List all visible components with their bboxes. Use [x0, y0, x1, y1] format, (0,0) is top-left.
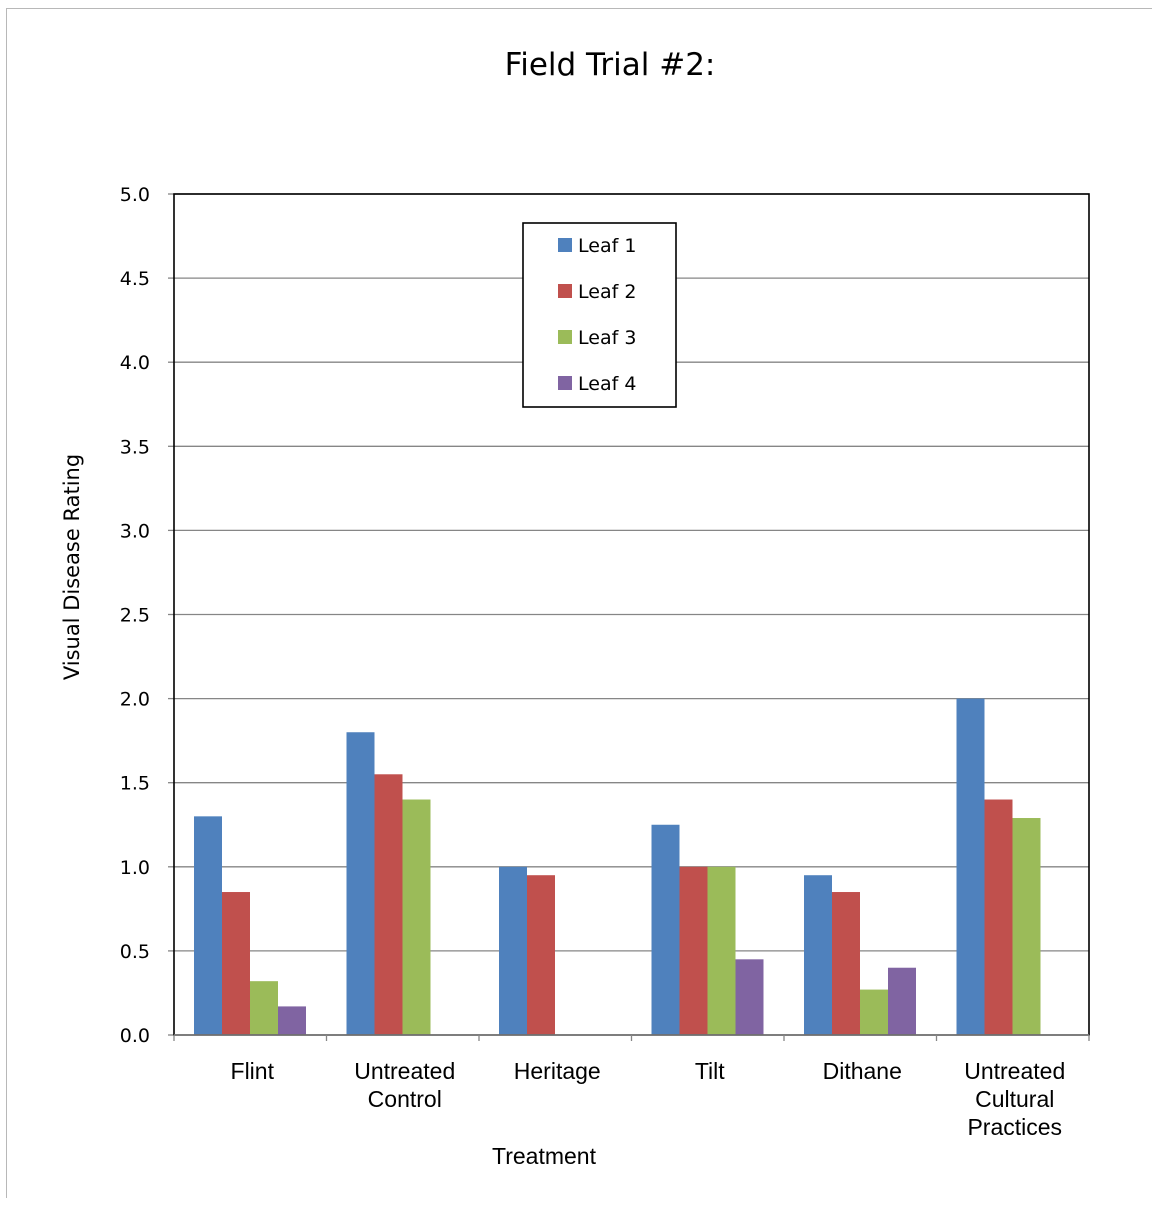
- y-tick-label: 3.0: [120, 520, 150, 542]
- bar: [707, 866, 736, 1035]
- legend: Leaf 1 Leaf 2 Leaf 3 Leaf 4: [522, 222, 677, 408]
- bar: [374, 774, 403, 1035]
- bar: [278, 1006, 306, 1035]
- bar: [194, 816, 222, 1035]
- x-category-label: Heritage: [514, 1058, 601, 1084]
- y-tick-label: 3.5: [120, 436, 150, 458]
- bars: [194, 698, 1041, 1035]
- y-tick-label: 4.0: [120, 352, 150, 374]
- y-tick-label: 1.5: [120, 773, 150, 795]
- bar: [804, 875, 832, 1035]
- x-category-label: Cultural: [975, 1086, 1054, 1112]
- legend-swatch: [558, 284, 572, 298]
- y-tick-label: 2.0: [120, 689, 150, 711]
- axes: [168, 193, 1090, 1041]
- bar: [250, 981, 278, 1035]
- y-tick-label: 0.0: [120, 1025, 150, 1047]
- chart-frame: [6, 8, 1152, 1198]
- bar: [735, 959, 764, 1035]
- x-category-label: Control: [368, 1086, 442, 1112]
- legend-label: Leaf 2: [578, 281, 636, 303]
- chart-title: Field Trial #2:: [505, 47, 716, 83]
- bar: [984, 799, 1013, 1035]
- bar: [1012, 818, 1041, 1035]
- y-tick-label: 1.0: [120, 857, 150, 879]
- x-category-label: Untreated: [354, 1058, 455, 1084]
- y-tick-labels: 0.0 0.5 1.0 1.5 2.0 2.5 3.0 3.5 4.0 4.5 5.0: [120, 184, 150, 1047]
- legend-swatch: [558, 330, 572, 344]
- legend-swatch: [558, 238, 572, 252]
- x-category-label: Practices: [967, 1114, 1062, 1140]
- legend-label: Leaf 4: [578, 373, 636, 395]
- x-category-label: Untreated: [964, 1058, 1065, 1084]
- bar: [651, 824, 680, 1035]
- bar: [499, 866, 527, 1035]
- bar: [527, 875, 555, 1035]
- x-category-label: Tilt: [695, 1058, 725, 1084]
- legend-swatch: [558, 376, 572, 390]
- bar: [832, 892, 860, 1035]
- legend-box: [522, 222, 677, 408]
- legend-label: Leaf 3: [578, 327, 636, 349]
- x-category-label: Flint: [231, 1058, 275, 1084]
- y-tick-label: 5.0: [120, 184, 150, 206]
- bar: [956, 698, 985, 1035]
- y-tick-label: 4.5: [120, 268, 150, 290]
- bar: [679, 866, 708, 1035]
- bar: [860, 989, 888, 1035]
- x-category-label: Dithane: [823, 1058, 902, 1084]
- y-tick-label: 0.5: [120, 941, 150, 963]
- bar: [402, 799, 431, 1035]
- bar: [222, 892, 250, 1035]
- bar: [346, 732, 375, 1035]
- legend-label: Leaf 1: [578, 235, 636, 257]
- y-axis-label: Visual Disease Rating: [60, 454, 84, 680]
- bar: [888, 967, 916, 1035]
- x-axis-label: Treatment: [492, 1143, 597, 1169]
- y-tick-label: 2.5: [120, 605, 150, 627]
